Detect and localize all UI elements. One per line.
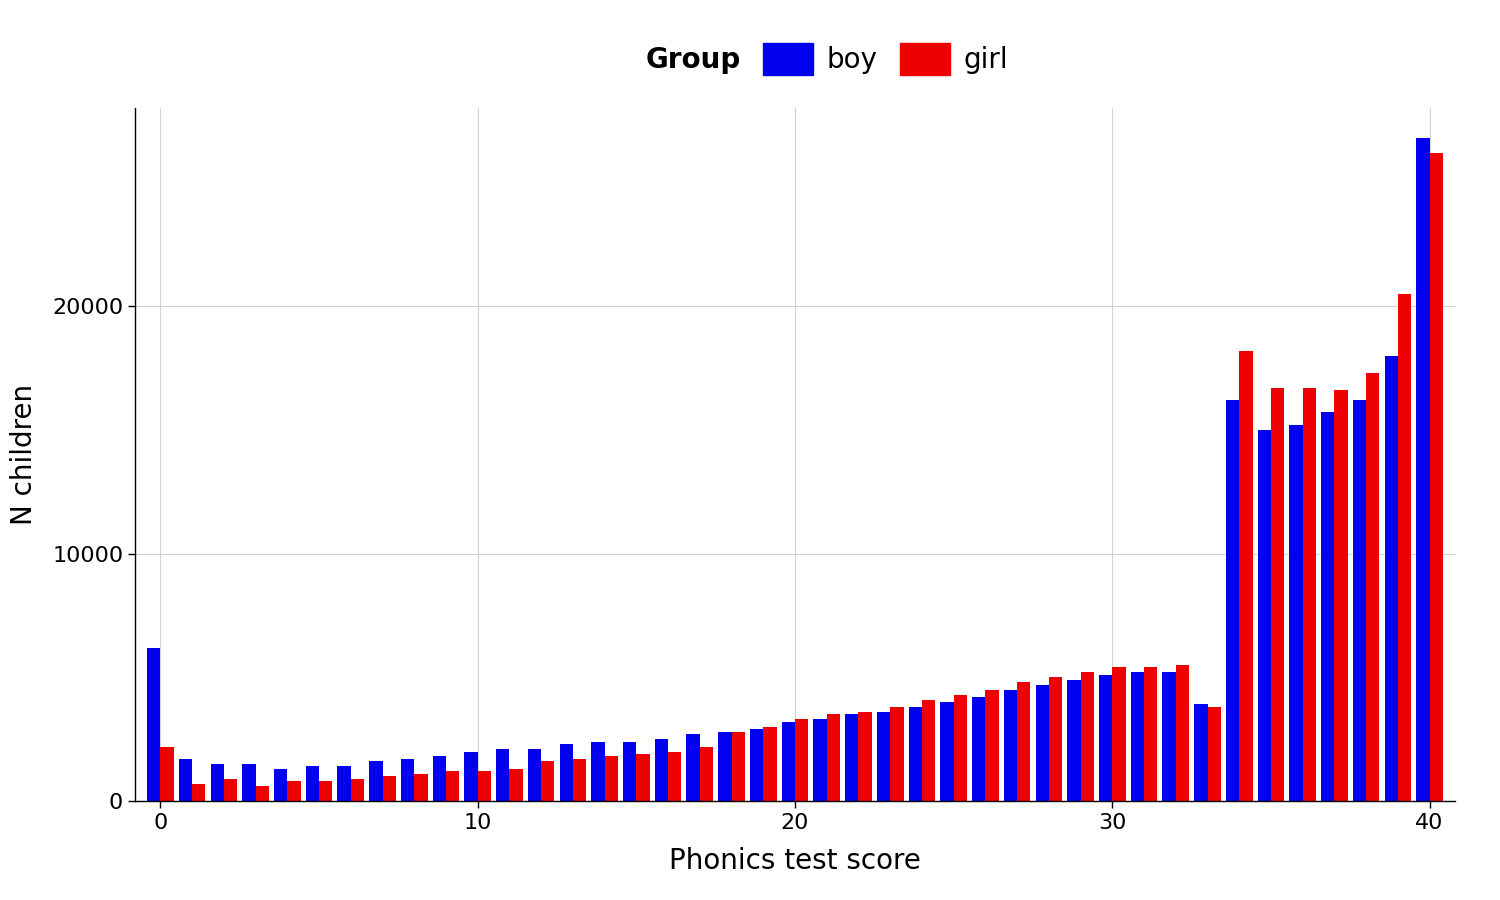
Legend: Group, boy, girl: Group, boy, girl <box>570 32 1020 86</box>
Bar <box>604 756 618 801</box>
Bar <box>827 715 840 801</box>
Bar <box>1353 400 1366 801</box>
Bar <box>1335 391 1348 801</box>
X-axis label: Phonics test score: Phonics test score <box>669 847 921 875</box>
Bar <box>528 749 542 801</box>
Bar <box>878 712 890 801</box>
Bar <box>510 769 524 801</box>
Bar <box>147 648 160 801</box>
Bar <box>1017 682 1031 801</box>
Bar <box>1208 707 1221 801</box>
Bar <box>668 752 681 801</box>
Bar <box>622 742 636 801</box>
Bar <box>224 778 237 801</box>
Bar <box>750 729 764 801</box>
Bar <box>972 697 986 801</box>
Bar <box>192 784 206 801</box>
Bar <box>940 702 954 801</box>
Bar <box>1035 685 1048 801</box>
Bar <box>954 695 968 801</box>
Bar <box>1048 677 1062 801</box>
Bar <box>542 761 555 801</box>
Bar <box>636 754 650 801</box>
Bar <box>1100 675 1113 801</box>
Bar <box>795 719 808 801</box>
Bar <box>1416 138 1430 801</box>
Bar <box>1302 388 1316 801</box>
Bar <box>813 719 826 801</box>
Bar <box>1004 689 1017 801</box>
Bar <box>1176 665 1190 801</box>
Bar <box>432 756 445 801</box>
Bar <box>306 767 320 801</box>
Bar <box>320 781 333 801</box>
Bar <box>243 764 255 801</box>
Bar <box>1257 430 1270 801</box>
Bar <box>338 767 351 801</box>
Bar <box>844 715 858 801</box>
Bar <box>700 747 712 801</box>
Bar <box>1384 356 1398 801</box>
Bar <box>414 774 428 801</box>
Bar <box>465 752 477 801</box>
Bar <box>477 771 490 801</box>
Bar <box>909 707 922 801</box>
Bar <box>782 722 795 801</box>
Bar <box>890 707 903 801</box>
Bar <box>210 764 224 801</box>
Bar <box>1226 400 1239 801</box>
Bar <box>718 732 732 801</box>
Bar <box>274 769 288 801</box>
Bar <box>986 689 999 801</box>
Bar <box>654 739 668 801</box>
Bar <box>1080 672 1094 801</box>
Bar <box>858 712 871 801</box>
Bar <box>687 734 700 801</box>
Bar <box>732 732 746 801</box>
Bar <box>573 759 586 801</box>
Bar <box>1113 668 1125 801</box>
Bar <box>446 771 459 801</box>
Bar <box>255 787 268 801</box>
Bar <box>1068 680 1080 801</box>
Bar <box>1398 293 1411 801</box>
Bar <box>400 759 414 801</box>
Bar <box>1144 668 1158 801</box>
Bar <box>160 747 174 801</box>
Bar <box>351 778 364 801</box>
Bar <box>288 781 300 801</box>
Bar <box>496 749 510 801</box>
Bar <box>591 742 604 801</box>
Bar <box>1322 412 1335 801</box>
Bar <box>1194 705 1208 801</box>
Bar <box>922 699 936 801</box>
Y-axis label: N children: N children <box>10 384 38 525</box>
Bar <box>1366 373 1380 801</box>
Bar <box>178 759 192 801</box>
Bar <box>382 776 396 801</box>
Bar <box>1290 425 1302 801</box>
Bar <box>1270 388 1284 801</box>
Bar <box>764 727 777 801</box>
Bar <box>1131 672 1144 801</box>
Bar <box>1162 672 1176 801</box>
Bar <box>369 761 382 801</box>
Bar <box>1239 350 1252 801</box>
Bar <box>1430 152 1443 801</box>
Bar <box>560 744 573 801</box>
